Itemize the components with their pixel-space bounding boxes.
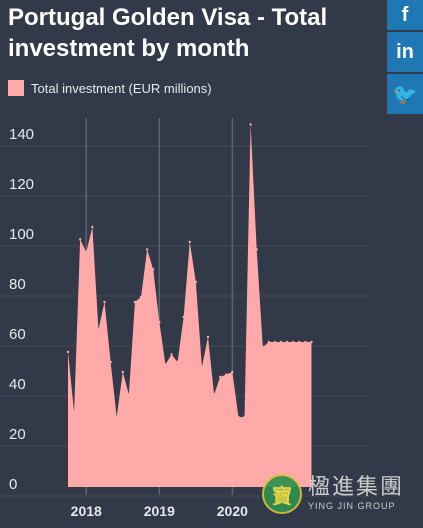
y-tick-label: 120 [9, 176, 34, 193]
data-point-2018-06[interactable] [115, 415, 118, 419]
data-point-2018-10[interactable] [139, 295, 143, 299]
data-point-2018-05[interactable] [109, 360, 112, 364]
facebook-icon: f [401, 3, 409, 26]
y-tick-label: 140 [9, 126, 34, 143]
data-point-2020-03[interactable] [243, 415, 246, 419]
data-point-2020-05[interactable] [255, 248, 258, 251]
area-series-total-investment[interactable] [68, 124, 312, 488]
chart-legend[interactable]: Total investment (EUR millions) [8, 80, 212, 96]
data-point-2020-06[interactable] [261, 345, 264, 349]
data-point-2019-02[interactable] [164, 363, 167, 366]
y-tick-label: 60 [9, 326, 26, 343]
data-point-2019-01[interactable] [158, 320, 161, 324]
data-point-2019-07[interactable] [194, 280, 198, 284]
data-point-2019-08[interactable] [200, 365, 204, 369]
linkedin-icon: in [396, 40, 414, 63]
chart-title: Portugal Golden Visa - Total investment … [8, 4, 328, 62]
data-point-2018-04[interactable] [103, 300, 106, 304]
data-point-2018-08[interactable] [127, 393, 131, 396]
y-tick-label: 80 [9, 276, 26, 293]
data-point-2021-01[interactable] [304, 340, 307, 344]
data-point-2020-02[interactable] [237, 415, 240, 419]
data-point-2019-10[interactable] [212, 393, 216, 396]
data-point-2020-10[interactable] [285, 340, 289, 344]
y-tick-label: 40 [9, 376, 26, 393]
data-point-2019-04[interactable] [176, 360, 179, 364]
y-tick-label: 0 [9, 476, 17, 493]
data-point-2018-12[interactable] [152, 268, 155, 271]
facebook-share-button[interactable]: f [387, 0, 423, 30]
data-point-2018-07[interactable] [121, 370, 124, 374]
y-tick-label: 20 [9, 426, 26, 443]
legend-label: Total investment (EUR millions) [31, 80, 212, 96]
x-tick-label: 2019 [144, 503, 175, 519]
data-point-2017-11[interactable] [72, 410, 76, 414]
x-tick-label: 2020 [217, 503, 248, 519]
data-point-2019-06[interactable] [188, 240, 191, 244]
twitter-share-button[interactable]: 🐦 [387, 74, 423, 114]
data-point-2018-09[interactable] [133, 300, 137, 304]
data-point-2019-11[interactable] [218, 375, 222, 379]
data-point-2020-08[interactable] [273, 340, 277, 344]
watermark-text-en: YING JIN GROUP [308, 501, 396, 511]
twitter-icon: 🐦 [392, 83, 418, 106]
watermark: 寶 楹進集團 YING JIN GROUP [262, 474, 404, 514]
data-point-2020-01[interactable] [231, 370, 234, 374]
data-point-2021-02[interactable] [310, 340, 313, 344]
linkedin-share-button[interactable]: in [387, 32, 423, 72]
data-point-2019-12[interactable] [225, 373, 228, 376]
data-point-2019-09[interactable] [206, 335, 210, 339]
data-point-2020-11[interactable] [292, 340, 295, 344]
legend-swatch [8, 80, 24, 96]
watermark-logo-icon: 寶 [262, 474, 302, 514]
data-point-2020-07[interactable] [267, 340, 271, 344]
data-point-2018-03[interactable] [97, 328, 100, 331]
data-point-2020-09[interactable] [279, 340, 283, 344]
data-point-2017-12[interactable] [78, 238, 82, 241]
x-tick-label: 2018 [71, 503, 102, 519]
data-point-2017-10[interactable] [66, 350, 70, 354]
watermark-text-cn: 楹進集團 [308, 475, 405, 500]
y-tick-label: 100 [9, 226, 34, 243]
data-point-2018-01[interactable] [85, 250, 88, 254]
data-point-2019-03[interactable] [170, 353, 173, 356]
data-point-2019-05[interactable] [182, 315, 185, 319]
data-point-2020-12[interactable] [298, 340, 301, 344]
data-point-2018-02[interactable] [91, 225, 94, 229]
data-point-2020-04[interactable] [249, 123, 252, 126]
social-share-bar: f in 🐦 [387, 0, 423, 116]
data-point-2018-11[interactable] [145, 248, 149, 251]
